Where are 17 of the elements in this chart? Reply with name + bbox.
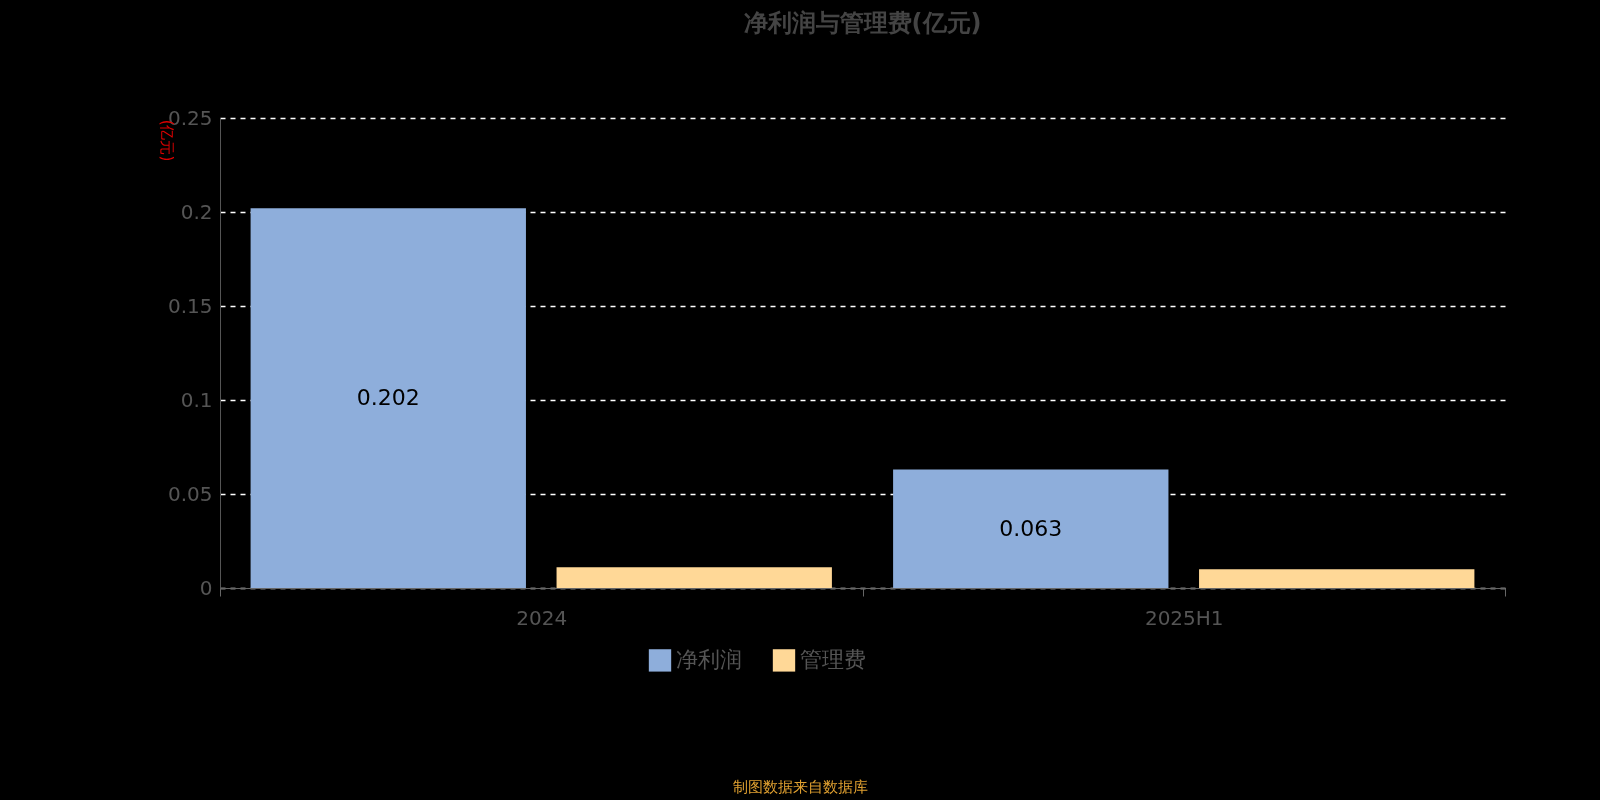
- legend-label: 管理费: [800, 647, 866, 673]
- x-tick-label: 2025H1: [1144, 605, 1224, 630]
- y-tick-label: 0.1: [180, 387, 213, 412]
- bar: [556, 567, 832, 588]
- data-label: 0.063: [999, 515, 1063, 541]
- y-tick-label: 0.2: [180, 199, 213, 224]
- text: 制图数据来自数据库: [731, 778, 869, 797]
- x-tick-label: 2024: [516, 605, 568, 630]
- chart-title: 净利润与管理费(亿元): [743, 9, 982, 37]
- bar: [250, 208, 526, 588]
- data-label: 0.202: [356, 385, 420, 411]
- bar: [1199, 569, 1475, 588]
- y-tick-label: 0.05: [167, 481, 213, 506]
- legend-label: 净利润: [676, 647, 742, 673]
- y-tick-label: 0.15: [167, 293, 213, 318]
- y-tick-label: 0: [199, 575, 213, 600]
- bar: [893, 469, 1169, 588]
